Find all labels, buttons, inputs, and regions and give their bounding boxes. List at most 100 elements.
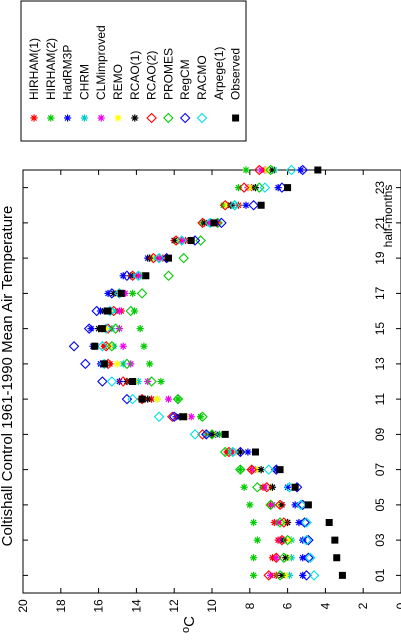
data-point-hirham-2 [140, 342, 148, 350]
legend-marker-remo [114, 114, 122, 122]
plot-frame [22, 169, 401, 594]
data-point-hirham-2 [240, 483, 248, 491]
half-month-tick-label: 09 [373, 427, 387, 441]
data-point-promes [274, 570, 286, 581]
data-point-rcao-2 [270, 552, 282, 564]
legend-marker-rcao-1 [131, 114, 139, 122]
temperature-tick-label: 10 [205, 599, 219, 613]
legend-marker-rcao-2 [146, 112, 157, 124]
data-point-observed [331, 536, 339, 544]
data-point-hirham-2 [249, 554, 258, 562]
half-month-tick-label: 01 [373, 568, 387, 582]
data-point-racmo [97, 340, 108, 352]
legend-marker-regcm [179, 112, 191, 124]
temperature-tick-label: 6 [281, 602, 295, 609]
legend-label: HIRHAM(2) [44, 38, 58, 100]
data-point-observed [187, 237, 195, 244]
legend-label: CLMimproved [94, 25, 108, 100]
axes: 0 2 4 6 8 10 12 14 16 18 20 01 03 05 07 09 11 13 15 17 19 21 2… [16, 170, 401, 613]
data-point-observed [91, 342, 99, 350]
half-month-tick-label: 05 [373, 498, 387, 512]
data-point-regcm [301, 570, 312, 581]
data-point-racmo [189, 429, 201, 440]
legend-label: HIRHAM(1) [27, 38, 41, 100]
data-point-promes [265, 164, 276, 176]
data-point-promes [146, 376, 157, 387]
data-point-hirham-2 [249, 571, 258, 579]
data-point-observed [100, 360, 108, 368]
temperature-tick-label: 16 [92, 599, 106, 613]
temperature-tick-label: 18 [54, 599, 68, 613]
half-month-tick-label: 21 [373, 216, 387, 230]
data-point-rcao-1 [236, 448, 244, 456]
data-point-regcm [97, 376, 108, 387]
data-point-rcao-2 [263, 570, 274, 581]
legend-label: RegCM [178, 59, 192, 100]
data-point-hirham-2 [246, 501, 254, 509]
data-marks [68, 164, 346, 581]
data-point-promes [219, 446, 231, 458]
half-month-tick-label: 17 [373, 286, 387, 300]
data-point-observed [325, 519, 333, 526]
data-point-racmo [227, 446, 239, 458]
data-point-hirham-2 [236, 466, 244, 474]
data-point-hirham-2 [249, 518, 258, 527]
data-point-rcao-2 [261, 481, 273, 493]
half-month-tick-label: 19 [373, 251, 387, 265]
data-point-regcm [297, 164, 308, 176]
data-point-observed [180, 413, 188, 421]
data-point-racmo [106, 376, 118, 387]
data-point-regcm [168, 411, 180, 423]
data-point-rcao-2 [167, 411, 178, 423]
temperature-tick-label: 2 [356, 602, 370, 609]
data-point-rcao-2 [219, 199, 231, 211]
data-point-promes [110, 323, 121, 334]
data-point-racmo [229, 199, 240, 211]
data-point-racmo [263, 464, 274, 475]
legend-marker-observed [232, 114, 240, 122]
data-point-observed [257, 201, 265, 209]
data-point-regcm [68, 340, 80, 352]
data-point-promes [121, 358, 133, 370]
legend-marker-hirham-2 [47, 114, 55, 122]
temperature-tick-label: 4 [318, 602, 332, 609]
data-point-promes [178, 252, 189, 264]
data-point-racmo [305, 552, 316, 564]
data-point-regcm [303, 534, 314, 546]
data-point-rcao-2 [197, 429, 208, 440]
legend-label: REMO [111, 64, 125, 100]
data-point-observed [117, 289, 125, 297]
data-point-racmo [301, 534, 312, 546]
data-point-rcao-2 [278, 517, 290, 528]
data-point-hirham-2 [174, 395, 182, 403]
data-point-promes [136, 288, 148, 299]
x-axis-label: half-months [381, 185, 395, 248]
legend-label: Arpege(1) [212, 47, 226, 100]
data-point-rcao-2 [253, 164, 265, 176]
data-point-regcm [299, 517, 310, 528]
data-point-racmo [176, 235, 188, 246]
data-point-regcm [216, 217, 227, 229]
data-point-promes [106, 340, 118, 352]
data-point-rcao-1 [268, 483, 277, 491]
data-point-observed [304, 501, 312, 509]
legend-marker-racmo [196, 112, 208, 124]
data-point-observed [284, 184, 292, 192]
data-point-observed [333, 554, 341, 562]
data-point-hirham-2 [253, 536, 261, 544]
data-point-observed [276, 466, 284, 474]
data-point-rcao-2 [117, 376, 129, 387]
data-point-hirham-2 [129, 289, 137, 297]
data-point-observed [251, 448, 259, 456]
data-point-observed [142, 272, 150, 280]
data-point-clmimproved [134, 272, 142, 280]
data-point-promes [265, 499, 276, 511]
data-point-regcm [121, 393, 133, 405]
temperature-tick-label: 8 [243, 602, 257, 609]
data-point-remo [153, 395, 161, 403]
data-point-promes [278, 552, 290, 564]
data-point-racmo [286, 164, 297, 176]
data-point-observed [291, 483, 299, 491]
half-month-tick-label: 13 [373, 357, 387, 371]
